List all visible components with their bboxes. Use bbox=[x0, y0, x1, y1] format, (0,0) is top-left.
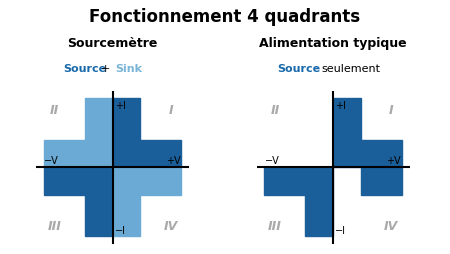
Bar bbox=[112, 140, 140, 168]
Text: −V: −V bbox=[45, 155, 59, 165]
Text: +V: +V bbox=[166, 155, 180, 165]
Bar bbox=[360, 140, 402, 168]
Text: IV: IV bbox=[384, 219, 398, 232]
Bar bbox=[306, 168, 333, 195]
Bar bbox=[85, 168, 112, 195]
Bar bbox=[140, 168, 181, 195]
Text: +I: +I bbox=[335, 101, 346, 110]
Bar bbox=[264, 168, 306, 195]
Text: Source: Source bbox=[277, 64, 320, 74]
Text: III: III bbox=[268, 219, 282, 232]
Text: Fonctionnement 4 quadrants: Fonctionnement 4 quadrants bbox=[90, 8, 360, 26]
Bar bbox=[44, 140, 85, 168]
Text: II: II bbox=[270, 103, 279, 116]
Text: −I: −I bbox=[335, 225, 346, 235]
Text: Sourcemètre: Sourcemètre bbox=[68, 37, 158, 50]
Text: −V: −V bbox=[265, 155, 279, 165]
Text: Alimentation typique: Alimentation typique bbox=[259, 37, 407, 50]
Bar bbox=[85, 99, 112, 140]
Bar bbox=[333, 140, 360, 168]
Bar bbox=[140, 140, 181, 168]
Bar bbox=[85, 140, 112, 168]
Text: I: I bbox=[389, 103, 393, 116]
Text: +: + bbox=[101, 64, 110, 74]
Text: −I: −I bbox=[115, 225, 126, 235]
Bar bbox=[112, 168, 140, 195]
Text: +I: +I bbox=[115, 101, 126, 110]
Text: II: II bbox=[50, 103, 59, 116]
Text: Source: Source bbox=[63, 64, 106, 74]
Text: IV: IV bbox=[163, 219, 178, 232]
Bar bbox=[44, 168, 85, 195]
Text: +V: +V bbox=[387, 155, 401, 165]
Bar bbox=[85, 195, 112, 236]
Text: I: I bbox=[168, 103, 173, 116]
Bar bbox=[112, 195, 140, 236]
Bar bbox=[306, 195, 333, 236]
Bar bbox=[360, 168, 402, 195]
Text: III: III bbox=[47, 219, 61, 232]
Bar bbox=[333, 99, 360, 140]
Text: seulement: seulement bbox=[322, 64, 381, 74]
Text: Sink: Sink bbox=[115, 64, 142, 74]
Bar bbox=[112, 99, 140, 140]
